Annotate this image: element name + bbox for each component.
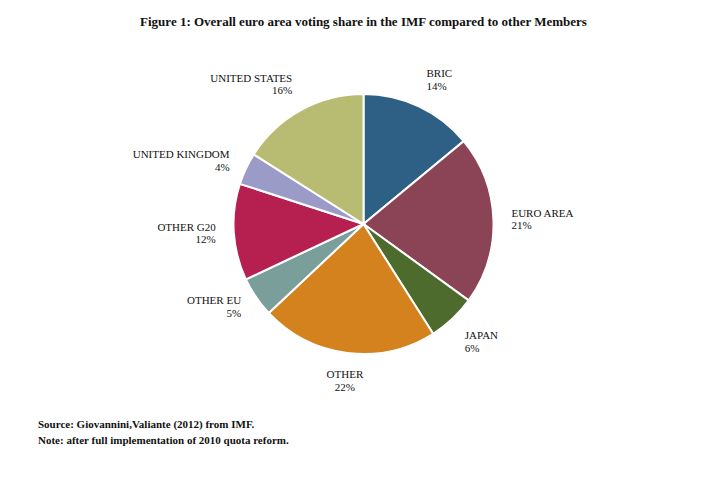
- svg-text:UNITED STATES16%: UNITED STATES16%: [210, 72, 292, 97]
- html-text:Source: Giovannini,Valiante (2: Source: Giovannini,Valiante (2012) from …: [38, 418, 255, 430]
- svg-text:EURO AREA21%: EURO AREA21%: [511, 207, 573, 232]
- svg-text:OTHER22%: OTHER22%: [327, 368, 364, 393]
- svg-text:OTHER G2012%: OTHER G2012%: [157, 221, 216, 246]
- html-text:Figure 1: Overall euro area vo: Figure 1: Overall euro area voting share…: [140, 14, 587, 29]
- svg-text:OTHER EU5%: OTHER EU5%: [187, 294, 241, 319]
- html-text:Note: after full implementatio: Note: after full implementation of 2010 …: [38, 434, 289, 446]
- svg-text:BRIC14%: BRIC14%: [427, 67, 453, 92]
- svg-text:UNITED KINGDOM4%: UNITED KINGDOM4%: [133, 148, 230, 173]
- svg-text:JAPAN6%: JAPAN6%: [465, 329, 498, 354]
